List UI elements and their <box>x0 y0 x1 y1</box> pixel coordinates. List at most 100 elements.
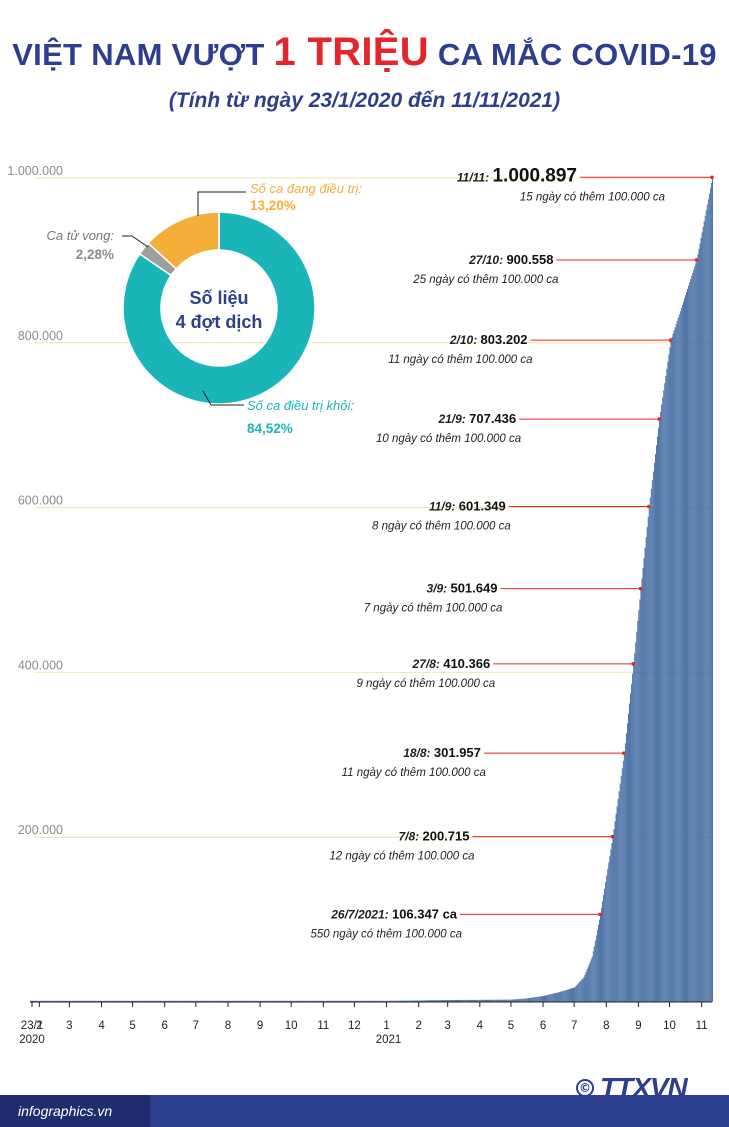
series-bar <box>109 1000 111 1002</box>
series-bar <box>103 1000 105 1002</box>
series-bar <box>578 982 580 1002</box>
series-bar <box>350 1000 352 1002</box>
series-bar <box>594 940 596 1002</box>
series-bar <box>498 999 500 1002</box>
series-bar <box>325 1000 327 1002</box>
annotation-note: 550 ngày có thêm 100.000 ca <box>311 928 463 940</box>
series-bar <box>117 1000 118 1002</box>
series-bar <box>668 354 670 1002</box>
series-bar <box>149 1000 151 1002</box>
series-bar <box>552 993 554 1002</box>
series-bar <box>511 999 513 1002</box>
series-bar <box>226 1000 228 1002</box>
series-bar <box>136 1000 138 1002</box>
series-bar <box>85 1000 87 1002</box>
series-bar <box>493 999 495 1002</box>
y-tick-label: 400.000 <box>18 658 63 672</box>
series-bar <box>335 1000 337 1002</box>
donut-label-deaths: Ca tử vong: <box>47 228 115 243</box>
series-bar <box>414 1000 416 1002</box>
x-tick-label: 23/1 <box>21 1020 43 1032</box>
annotation-marker <box>668 338 673 342</box>
series-bar <box>673 330 675 1002</box>
series-bar <box>173 1000 174 1002</box>
series-bar <box>387 1000 389 1002</box>
series-bar <box>190 1000 192 1002</box>
series-bar <box>275 1000 277 1002</box>
source-link[interactable]: infographics.vn <box>18 1103 113 1119</box>
series-bar <box>698 248 700 1003</box>
series-bar <box>177 1000 179 1002</box>
series-bar <box>270 1000 272 1002</box>
series-bar <box>113 1000 115 1002</box>
series-bar <box>181 1000 183 1002</box>
series-bar <box>274 1000 276 1002</box>
annotation-marker <box>657 417 661 421</box>
series-bar <box>556 992 558 1002</box>
series-bar <box>284 1000 286 1002</box>
series-bar <box>657 436 658 1002</box>
series-bar <box>75 1000 77 1002</box>
series-bar <box>649 497 651 1002</box>
x-tick-label: 11 <box>317 1020 329 1032</box>
series-bar <box>589 961 591 1002</box>
series-bar <box>396 1000 398 1002</box>
series-bar <box>647 516 649 1002</box>
series-bar <box>154 1000 156 1002</box>
series-bar <box>690 279 692 1002</box>
series-bar <box>442 1000 444 1002</box>
series-bar <box>349 1000 351 1002</box>
series-bar <box>490 999 492 1002</box>
series-bar <box>167 1000 169 1002</box>
series-bar <box>590 959 592 1002</box>
series-bar <box>519 999 521 1002</box>
series-bar <box>163 1000 165 1002</box>
series-bar <box>538 996 540 1002</box>
series-bar <box>586 969 588 1002</box>
series-bar <box>653 462 655 1002</box>
series-bar <box>245 1000 247 1002</box>
series-bar <box>195 1000 197 1002</box>
series-bar <box>409 1000 411 1002</box>
series-bar <box>416 1000 418 1002</box>
series-bar <box>694 266 696 1002</box>
series-bar <box>542 996 543 1002</box>
series-bar <box>90 1000 91 1002</box>
annotation-date: 11/9: <box>429 499 459 513</box>
series-bar <box>570 988 571 1002</box>
series-bar <box>59 1000 60 1002</box>
series-bar <box>65 1000 67 1002</box>
series-bar <box>45 1000 47 1002</box>
annotation-value: 2/10: 803.202 <box>449 332 528 347</box>
series-bar <box>659 419 661 1002</box>
y-tick-label: 600.000 <box>18 494 63 508</box>
donut-value-deaths: 2,28% <box>76 247 114 262</box>
series-bar <box>701 232 703 1002</box>
annotation-count: 707.436 <box>469 411 516 426</box>
series-bar <box>44 1000 46 1002</box>
series-bar <box>392 1000 394 1002</box>
x-year-label: 2020 <box>19 1034 45 1046</box>
annotation-value: 21/9: 707.436 <box>437 411 516 426</box>
series-bar <box>170 1000 172 1002</box>
annotation-value: 11/9: 601.349 <box>429 498 506 513</box>
series-bar <box>222 1000 224 1002</box>
series-bar <box>236 1000 238 1002</box>
series-bar <box>652 471 654 1002</box>
series-bar <box>39 1000 41 1002</box>
series-bar <box>400 1000 401 1002</box>
donut-leader-recovered <box>202 390 244 406</box>
series-bar <box>268 1000 270 1002</box>
series-bar <box>670 340 672 1002</box>
series-bar <box>692 272 694 1002</box>
series-bar <box>304 1000 306 1002</box>
series-bar <box>333 1000 335 1002</box>
x-tick-label: 5 <box>508 1020 514 1032</box>
series-bar <box>604 888 606 1002</box>
agency-logo: © TTXVN Vietnam News Agency <box>576 1070 688 1115</box>
series-bar <box>463 999 465 1002</box>
series-bar <box>328 1000 330 1002</box>
series-bar <box>97 1000 99 1002</box>
series-bar <box>83 1000 85 1002</box>
x-tick-label: 8 <box>225 1020 231 1032</box>
